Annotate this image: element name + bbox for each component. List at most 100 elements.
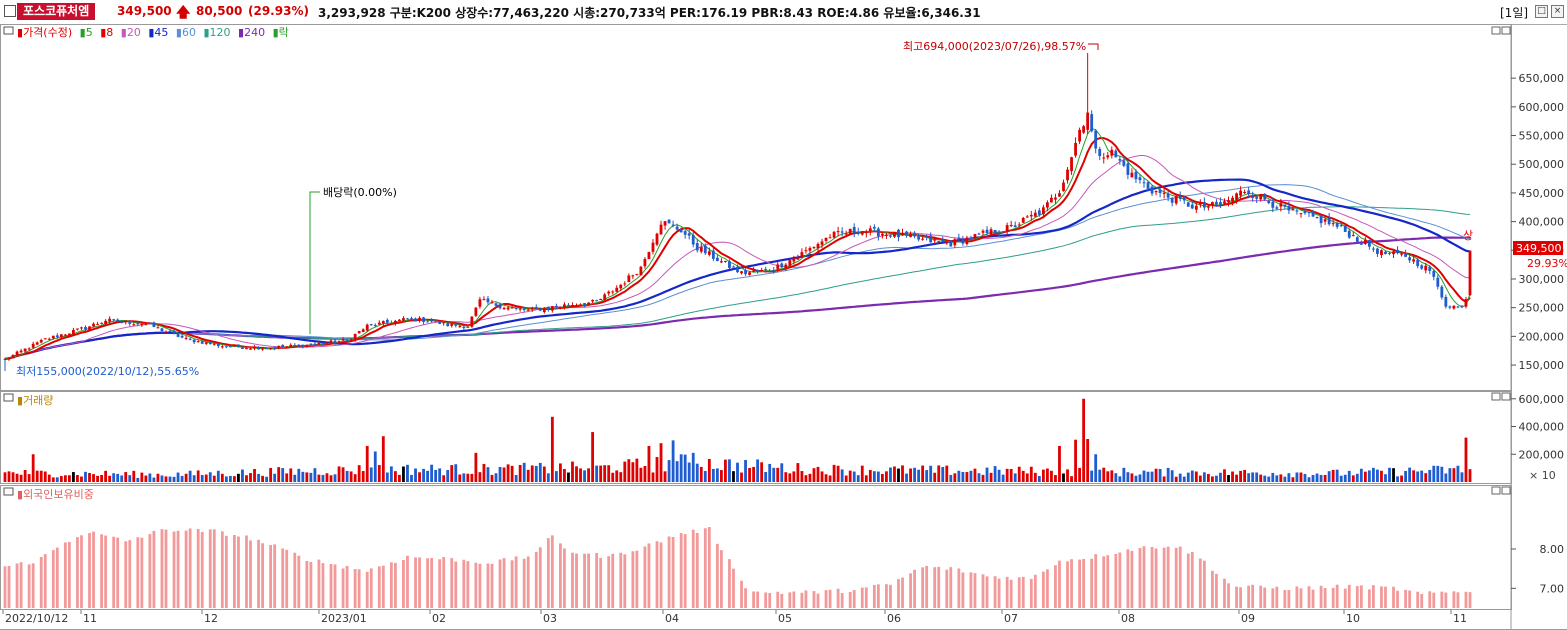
foreign-ratio-bar xyxy=(872,584,876,608)
candle xyxy=(571,302,574,307)
foreign-ratio-bar xyxy=(196,528,200,608)
legend-ma5: 5 xyxy=(86,26,93,39)
volume-bar xyxy=(1094,454,1098,482)
candle-body xyxy=(1162,192,1166,194)
candle-body xyxy=(1263,193,1267,200)
svg-text:▮가격(수정) ▮5 ▮8 ▮20: ▮가격(수정) ▮5 ▮8 ▮20 ▮45 ▮60 ▮120 ▮240 ▮락 xyxy=(17,26,289,39)
candle-body xyxy=(792,258,796,262)
candle xyxy=(949,239,953,247)
candle xyxy=(997,230,1001,237)
volume-bar xyxy=(1211,476,1214,482)
candle xyxy=(1126,159,1130,180)
candle xyxy=(993,229,997,235)
panel-maximize-icon[interactable] xyxy=(1491,392,1501,401)
volume-bar xyxy=(124,472,128,482)
foreign-ratio-bar xyxy=(510,560,514,608)
candle xyxy=(623,281,627,287)
panel-maximize-icon[interactable] xyxy=(1491,486,1501,495)
candle-body xyxy=(381,321,385,324)
candle xyxy=(880,231,884,239)
candle xyxy=(1041,204,1045,219)
restore-button[interactable]: □ xyxy=(1535,5,1548,18)
panel-close-icon[interactable] xyxy=(1501,486,1511,495)
foreign-ratio-bar xyxy=(1335,584,1339,608)
candle xyxy=(929,232,933,243)
candle xyxy=(15,350,19,357)
panel-toggle-icon[interactable] xyxy=(3,26,14,35)
foreign-ratio-bar xyxy=(732,568,735,608)
volume-bar xyxy=(486,467,490,482)
candle xyxy=(868,225,872,236)
volume-bar xyxy=(1275,475,1279,482)
candle-body xyxy=(941,239,945,242)
candle xyxy=(538,307,542,312)
candle-body xyxy=(1384,251,1387,255)
candle-body xyxy=(945,242,949,244)
foreign-ratio-bar xyxy=(128,540,132,608)
stock-name[interactable]: 포스코퓨처엠 xyxy=(17,3,96,20)
candle-body xyxy=(860,231,864,235)
stock-chart[interactable]: 150,000200,000250,000300,000350,000400,0… xyxy=(0,24,1567,630)
volume-bar xyxy=(297,468,301,482)
candle xyxy=(1355,236,1359,244)
select-checkbox[interactable] xyxy=(4,5,16,17)
candle xyxy=(458,323,462,328)
volume-panel[interactable] xyxy=(0,391,1512,484)
volume-bar xyxy=(575,466,578,482)
volume-bar xyxy=(901,465,904,482)
volume-bar xyxy=(1319,475,1323,482)
panel-close-icon[interactable] xyxy=(1501,26,1511,35)
candle-body xyxy=(1424,265,1428,271)
volume-bar xyxy=(96,475,99,482)
foreign-ratio-bar xyxy=(1174,547,1178,608)
volume-bar xyxy=(587,468,590,482)
candle xyxy=(937,240,941,243)
candle-body xyxy=(816,243,820,249)
candle xyxy=(1363,237,1367,245)
volume-bar xyxy=(615,470,619,482)
volume-bar xyxy=(1162,476,1166,482)
candle-body xyxy=(554,305,558,307)
candle xyxy=(788,258,792,267)
candle-body xyxy=(989,229,993,235)
candle-body xyxy=(11,354,15,359)
foreign-ratio-bar xyxy=(981,574,985,608)
candle xyxy=(1211,201,1214,209)
candle xyxy=(39,338,43,344)
panel-close-icon[interactable] xyxy=(1501,392,1511,401)
price-panel[interactable] xyxy=(0,24,1512,391)
foreign-ratio-bar xyxy=(1102,556,1106,608)
candle-body xyxy=(619,284,623,289)
candle-body xyxy=(398,319,401,322)
volume-bar xyxy=(997,469,1001,482)
legend-ma20: 20 xyxy=(127,26,141,39)
candle xyxy=(514,307,518,311)
panel-toggle-icon[interactable] xyxy=(3,487,14,496)
candle-body xyxy=(249,348,252,350)
panel-toggle-icon[interactable] xyxy=(3,393,14,402)
volume-bar xyxy=(949,474,953,482)
foreign-ratio-bar xyxy=(1235,586,1238,608)
panel-maximize-icon[interactable] xyxy=(1491,26,1501,35)
close-button[interactable]: × xyxy=(1551,5,1564,18)
candle xyxy=(309,343,313,346)
foreign-ratio-bar xyxy=(172,531,176,608)
candle-body xyxy=(120,321,124,323)
volume-bar xyxy=(19,474,23,482)
candle-body xyxy=(579,304,582,306)
candle xyxy=(1122,155,1126,168)
volume-bar xyxy=(1420,470,1424,482)
volume-bar xyxy=(442,475,446,482)
foreign-ratio-bar xyxy=(15,563,19,608)
stock-header-bar: 포스코퓨처엠 349,500 🡅 80,500 (29.93%) 3,293,9… xyxy=(0,0,1567,25)
candle-body xyxy=(611,291,615,293)
volume-bar xyxy=(446,470,450,482)
candle xyxy=(410,316,413,321)
candle xyxy=(1070,156,1073,175)
foreign-ratio-bar xyxy=(1239,587,1242,608)
volume-bar xyxy=(1444,473,1448,482)
upper-limit-marker: 상 xyxy=(1463,229,1473,242)
foreign-ratio-bar xyxy=(1384,586,1387,608)
period-selector[interactable]: [1일] xyxy=(1500,6,1529,20)
candle xyxy=(752,267,756,273)
